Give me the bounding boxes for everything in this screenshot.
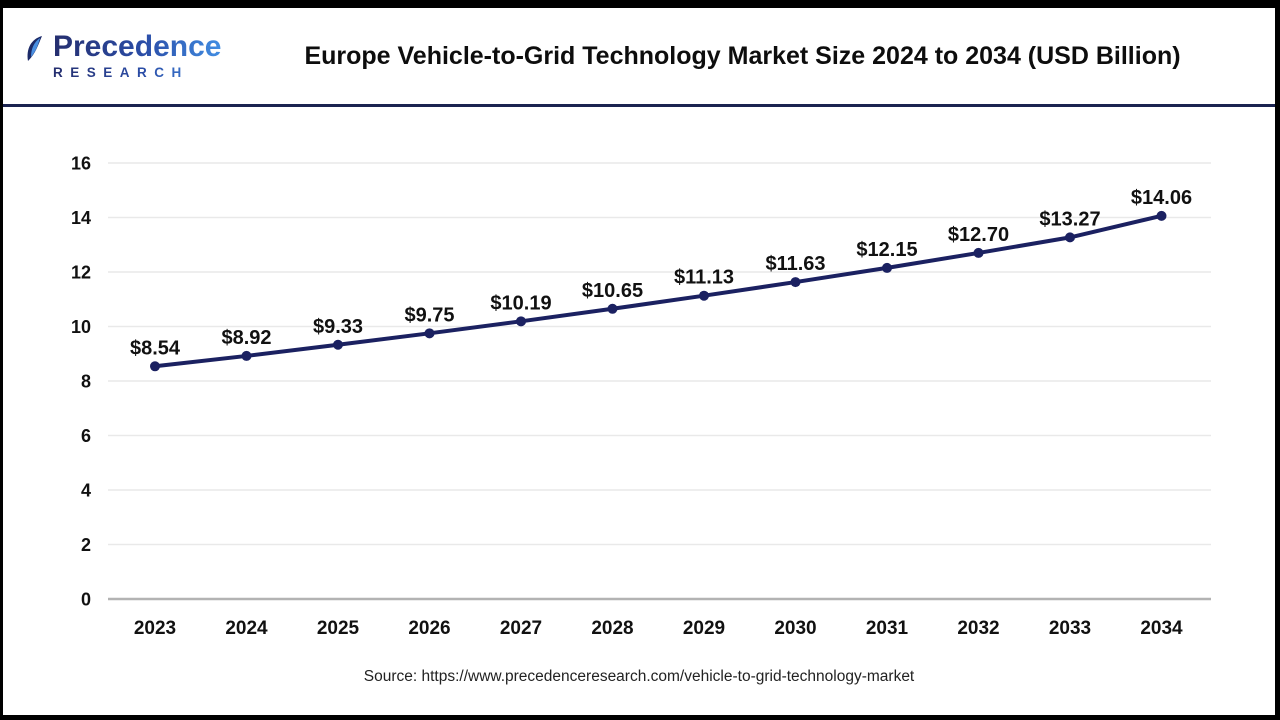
data-point-label: $8.54 [130, 337, 181, 359]
x-axis-tick-label: 2032 [957, 618, 999, 639]
data-point-marker [333, 339, 343, 350]
y-axis-tick-label: 6 [81, 426, 91, 446]
data-point-label: $10.65 [582, 280, 643, 302]
source-text: Source: https://www.precedenceresearch.c… [363, 668, 915, 685]
logo-wordmark: Precedence RESEARCH [53, 32, 221, 80]
y-axis-tick-label: 0 [81, 590, 91, 610]
x-axis-tick-label: 2027 [500, 618, 542, 639]
data-point-label: $10.19 [490, 292, 551, 314]
x-axis-tick-label: 2026 [408, 618, 450, 639]
data-point-marker [1065, 232, 1075, 243]
data-point-marker [1156, 210, 1167, 221]
data-point-marker [882, 262, 892, 273]
x-axis-tick-label: 2025 [317, 618, 360, 639]
data-point-label: $9.75 [404, 304, 454, 326]
y-axis-tick-label: 10 [71, 317, 91, 337]
data-point-marker [424, 328, 435, 339]
x-axis-tick-label: 2029 [683, 618, 725, 639]
precedence-research-logo: Precedence RESEARCH [3, 32, 238, 80]
data-point-label: $12.70 [948, 224, 1009, 246]
data-point-marker [150, 361, 160, 372]
logo-wordmark-precedence: Precedence [53, 30, 222, 64]
line-chart: 0 2 4 6 8 10 12 14 16 $8.54 2023 $8.92 2024 $9.33 2025… [71, 154, 1211, 639]
x-axis-tick-label: 2031 [866, 618, 909, 639]
y-axis-tick-label: 8 [81, 372, 91, 392]
logo-wordmark-research: RESEARCH [53, 66, 221, 80]
y-axis-tick-label: 4 [81, 481, 91, 501]
footer: Source: https://www.precedenceresearch.c… [3, 647, 1275, 715]
y-axis-tick-label: 12 [71, 263, 91, 283]
chart-area: 0 2 4 6 8 10 12 14 16 $8.54 2023 $8.92 2024 $9.33 2025… [3, 107, 1275, 647]
data-point-label: $8.92 [221, 327, 271, 349]
x-axis-tick-label: 2030 [774, 618, 816, 639]
data-point-marker [607, 303, 618, 314]
x-axis-tick-label: 2034 [1140, 618, 1183, 639]
x-axis-tick-label: 2024 [225, 618, 268, 639]
data-point-label: $14.06 [1131, 187, 1192, 209]
data-point-label: $11.13 [674, 267, 734, 289]
data-point-label: $11.63 [765, 253, 825, 275]
y-axis-tick-label: 2 [81, 535, 91, 555]
data-point-label: $13.27 [1039, 208, 1100, 230]
series-line [153, 213, 1164, 369]
data-point-label: $12.15 [856, 239, 917, 261]
data-point-marker [790, 277, 801, 288]
x-axis-tick-label: 2023 [134, 618, 176, 639]
data-point-marker [241, 350, 252, 361]
x-axis-tick-label: 2033 [1049, 618, 1091, 639]
data-point-marker [516, 316, 526, 327]
page-title: Europe Vehicle-to-Grid Technology Market… [304, 41, 1181, 70]
x-axis-tick-label: 2028 [591, 618, 633, 639]
header: Precedence RESEARCH Europe Vehicle-to-Gr… [3, 8, 1275, 107]
data-point-marker [973, 247, 984, 258]
y-axis-tick-label: 14 [71, 208, 91, 228]
data-point-label: $9.33 [313, 316, 363, 338]
data-point-marker [699, 290, 709, 301]
y-axis-tick-label: 16 [71, 154, 91, 174]
logo-leaf-icon [27, 36, 42, 61]
